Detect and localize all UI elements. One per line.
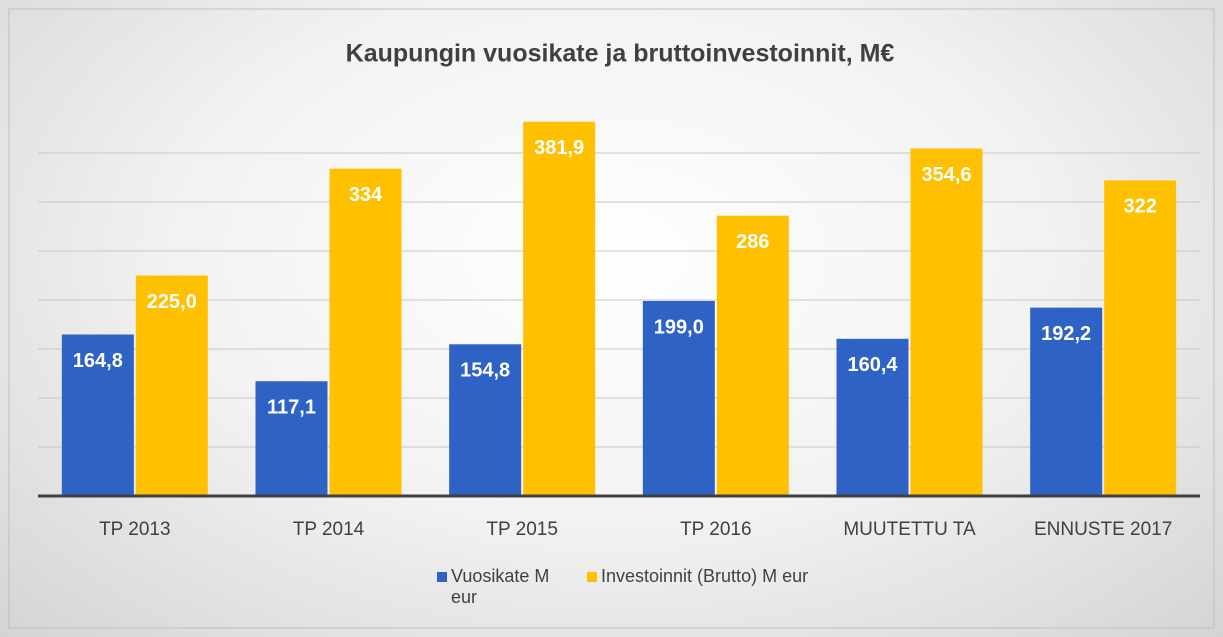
bar (836, 338, 909, 496)
data-label: 160,4 (847, 354, 898, 376)
bar (255, 381, 328, 496)
x-tick-label: TP 2015 (486, 519, 557, 540)
x-tick-label: TP 2016 (680, 519, 751, 540)
data-label: 354,6 (921, 164, 971, 186)
bar (910, 148, 983, 496)
data-label: 381,9 (534, 137, 584, 159)
x-tick-label: ENNUSTE 2017 (1034, 519, 1172, 540)
legend-item: Investoinnit (Brutto) M eur (587, 566, 811, 587)
bar (1030, 307, 1103, 496)
x-tick-label: TP 2013 (99, 519, 170, 540)
legend-label: Vuosikate M eur (451, 566, 550, 607)
data-label: 117,1 (267, 397, 316, 419)
bar (135, 275, 208, 496)
data-label: 286 (736, 231, 769, 253)
data-label: 225,0 (147, 291, 197, 313)
data-label: 322 (1123, 196, 1156, 218)
data-label: 154,8 (460, 360, 510, 382)
bar (329, 168, 402, 496)
data-label: 164,8 (73, 350, 123, 372)
legend-item: Vuosikate M eur (437, 566, 561, 608)
x-tick-label: MUUTETTU TA (843, 519, 976, 540)
data-label: 199,0 (654, 316, 704, 338)
data-label: 334 (349, 184, 383, 206)
bar (523, 121, 596, 496)
data-label: 192,2 (1041, 323, 1091, 345)
legend-swatch (437, 572, 447, 582)
x-tick-label: TP 2014 (293, 519, 365, 540)
bar (716, 215, 789, 496)
chart-title: Kaupungin vuosikate ja bruttoinvestoinni… (346, 40, 895, 68)
chart-border (8, 8, 1215, 629)
bar (1104, 180, 1177, 496)
bar (642, 300, 715, 496)
legend-label: Investoinnit (Brutto) M eur (601, 566, 809, 586)
bar (61, 334, 134, 496)
legend-swatch (587, 572, 597, 582)
bar (449, 344, 522, 496)
